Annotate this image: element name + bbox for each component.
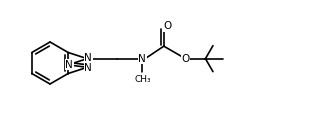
Text: N: N xyxy=(84,53,92,63)
Text: O: O xyxy=(182,54,190,64)
Text: N: N xyxy=(84,63,92,73)
Text: N: N xyxy=(65,60,73,70)
Text: CH₃: CH₃ xyxy=(135,75,151,84)
Text: O: O xyxy=(164,21,172,31)
Text: N: N xyxy=(138,54,146,64)
Text: N: N xyxy=(142,72,143,73)
